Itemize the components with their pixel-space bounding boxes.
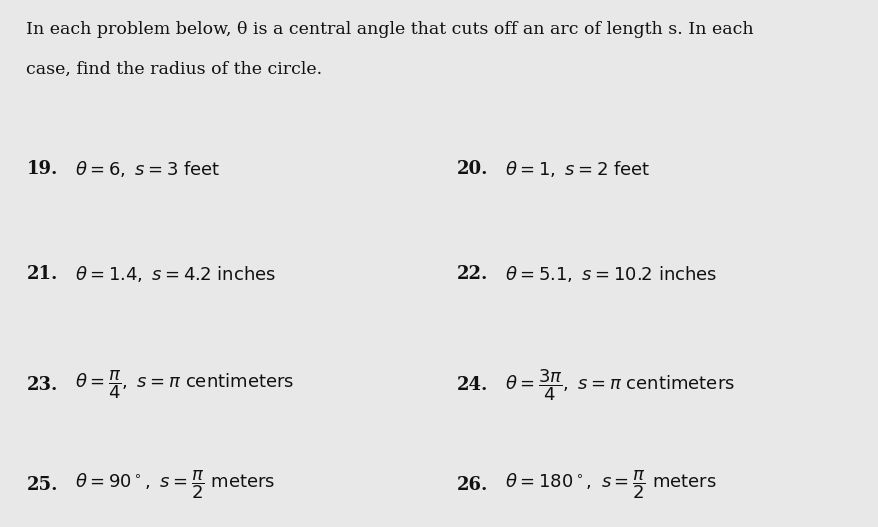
Text: 19.: 19. xyxy=(26,160,58,178)
Text: case, find the radius of the circle.: case, find the radius of the circle. xyxy=(26,61,322,77)
Text: 22.: 22. xyxy=(457,265,488,283)
Text: 21.: 21. xyxy=(26,265,58,283)
Text: 20.: 20. xyxy=(457,160,488,178)
Text: $\theta = \dfrac{3\pi}{4},\ s = \pi\ \mathrm{centimeters}$: $\theta = \dfrac{3\pi}{4},\ s = \pi\ \ma… xyxy=(505,367,735,403)
Text: $\theta = 180^\circ,\ s = \dfrac{\pi}{2}\ \mathrm{meters}$: $\theta = 180^\circ,\ s = \dfrac{\pi}{2}… xyxy=(505,469,716,501)
Text: $\theta = 90^\circ,\ s = \dfrac{\pi}{2}\ \mathrm{meters}$: $\theta = 90^\circ,\ s = \dfrac{\pi}{2}\… xyxy=(75,469,275,501)
Text: $\theta = 1.4,\ s = 4.2\ \mathrm{inches}$: $\theta = 1.4,\ s = 4.2\ \mathrm{inches}… xyxy=(75,264,276,284)
Text: In each problem below, θ is a central angle that cuts off an arc of length s. In: In each problem below, θ is a central an… xyxy=(26,21,753,38)
Text: $\theta = 5.1,\ s = 10.2\ \mathrm{inches}$: $\theta = 5.1,\ s = 10.2\ \mathrm{inches… xyxy=(505,264,717,284)
Text: 25.: 25. xyxy=(26,476,58,494)
Text: 23.: 23. xyxy=(26,376,58,394)
Text: $\theta = 6,\ s = 3\ \mathrm{feet}$: $\theta = 6,\ s = 3\ \mathrm{feet}$ xyxy=(75,159,220,179)
Text: 26.: 26. xyxy=(457,476,488,494)
Text: $\theta = \dfrac{\pi}{4},\ s = \pi\ \mathrm{centimeters}$: $\theta = \dfrac{\pi}{4},\ s = \pi\ \mat… xyxy=(75,368,293,401)
Text: 24.: 24. xyxy=(457,376,488,394)
Text: $\theta = 1,\ s = 2\ \mathrm{feet}$: $\theta = 1,\ s = 2\ \mathrm{feet}$ xyxy=(505,159,651,179)
